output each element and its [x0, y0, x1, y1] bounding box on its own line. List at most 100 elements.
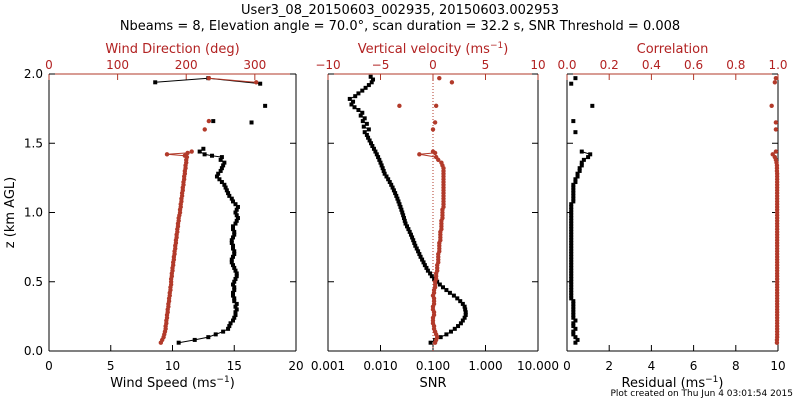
data-point-black [229, 257, 234, 262]
data-point-black [378, 160, 383, 165]
data-point-black [364, 121, 369, 126]
data-point-black [233, 304, 238, 309]
data-point-red [182, 153, 188, 158]
data-point-black [226, 191, 231, 196]
data-point-black [232, 279, 237, 284]
data-point-black [403, 221, 408, 226]
bottom-tick-label: 0.010 [363, 359, 397, 373]
bottom-tick-label: 0 [45, 359, 53, 373]
y-tick-label: 2.0 [24, 67, 43, 81]
data-point-red [449, 80, 455, 85]
top-tick-label: 0.6 [684, 58, 703, 72]
data-point-black [231, 263, 236, 268]
top-axis-label-text: Vertical velocity (ms [358, 42, 490, 57]
data-point-black [374, 152, 379, 157]
data-point-black [411, 238, 416, 243]
top-axis-label-text: Wind Direction (deg) [105, 42, 239, 57]
data-point-black [571, 304, 576, 309]
data-point-black [463, 310, 468, 315]
top-axis-label: Vertical velocity (ms−1) [358, 41, 509, 57]
data-point-black [569, 249, 574, 254]
data-point-black [571, 185, 576, 190]
data-point-black [389, 182, 394, 187]
data-point-black [569, 210, 574, 215]
data-point-black [569, 232, 574, 237]
data-point-black [575, 174, 580, 179]
data-point-black [569, 293, 574, 298]
data-point-black [228, 321, 233, 326]
top-axis-label: Correlation [637, 42, 709, 57]
data-point-black [569, 285, 574, 290]
data-point-black [224, 188, 229, 193]
data-point-black [414, 246, 419, 251]
data-point-black [223, 185, 228, 190]
bottom-tick-label: 10 [165, 359, 180, 373]
data-point-black [569, 265, 574, 270]
data-point-black [232, 265, 237, 270]
data-point-black [573, 335, 578, 340]
data-point-black [412, 240, 417, 245]
y-tick-label: 1.5 [24, 136, 43, 150]
top-tick-label: 0.2 [600, 58, 619, 72]
data-point-black [231, 282, 236, 287]
data-point-black [218, 157, 223, 162]
data-point-black [399, 207, 404, 212]
top-tick-label: 1.0 [768, 58, 787, 72]
data-point-black [571, 199, 576, 204]
data-point-red [433, 154, 439, 160]
data-point-black [232, 249, 237, 254]
data-point-black [370, 144, 375, 149]
bottom-axis-label: Residual (ms−1) [622, 375, 724, 391]
data-point-black [571, 332, 576, 337]
data-point-red [432, 120, 438, 125]
data-point-black [192, 337, 197, 342]
data-point-black [231, 224, 236, 229]
data-point-black [569, 204, 574, 209]
data-point-black [571, 329, 576, 334]
data-point-black [382, 171, 387, 176]
data-point-black [222, 160, 227, 165]
data-point-black [231, 290, 236, 295]
top-axis-label-superscript: −1 [490, 41, 503, 51]
data-point-black [569, 81, 574, 86]
data-point-black [571, 301, 576, 306]
data-point-black [221, 329, 226, 334]
data-point-black [234, 274, 239, 279]
data-point-black [571, 315, 576, 320]
data-point-black [396, 199, 401, 204]
data-point-black [349, 102, 354, 107]
data-point-black [577, 168, 582, 173]
data-point-black [386, 177, 391, 182]
data-point-black [573, 177, 578, 182]
data-point-black [371, 146, 376, 151]
y-tick-label: 1.0 [24, 206, 43, 220]
bottom-tick-label: 0.100 [416, 359, 450, 373]
data-point-black [231, 254, 236, 259]
data-point-black [233, 268, 238, 273]
data-point-black [420, 257, 425, 262]
data-point-red [437, 75, 442, 81]
data-point-black [418, 254, 423, 259]
bottom-tick-label: 1.000 [468, 359, 502, 373]
top-tick-label: −10 [315, 58, 340, 72]
data-point-black [362, 116, 367, 121]
data-point-black [569, 229, 574, 234]
data-point-red [770, 152, 775, 157]
top-tick-label: 0.8 [726, 58, 745, 72]
data-point-black [234, 271, 239, 276]
bottom-axis-label-superscript: −1 [216, 375, 229, 385]
data-point-black [226, 326, 231, 331]
data-point-black [588, 152, 593, 157]
data-point-black [573, 340, 578, 345]
bottom-axis-label: SNR [419, 376, 446, 391]
data-point-black [575, 337, 580, 342]
data-point-red [773, 75, 779, 81]
data-point-black [417, 252, 422, 257]
data-point-black [571, 312, 576, 317]
data-point-black [577, 166, 582, 171]
top-tick-label: −5 [372, 58, 390, 72]
data-point-black [394, 193, 399, 198]
